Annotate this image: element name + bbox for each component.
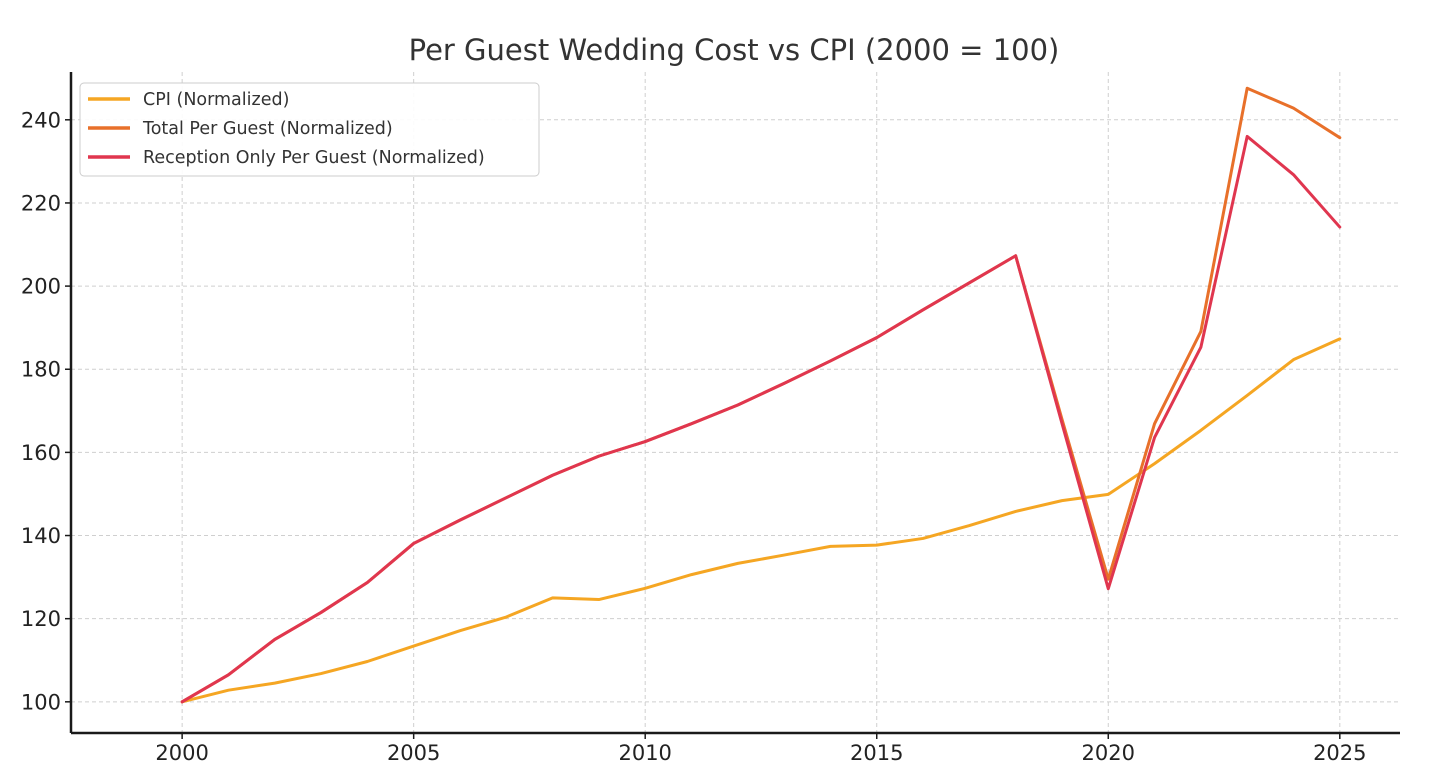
y-tick-label-220: 220: [21, 191, 61, 215]
series-line-cpi: [180, 337, 1342, 704]
chart-title: Per Guest Wedding Cost vs CPI (2000 = 10…: [409, 33, 1060, 67]
axes: [69, 72, 1400, 735]
x-tick-label-2015: 2015: [850, 741, 903, 765]
x-tick-label-2020: 2020: [1082, 741, 1135, 765]
y-tick-label-100: 100: [21, 690, 61, 714]
legend-label-cpi: CPI (Normalized): [143, 90, 289, 110]
x-tick-label-2005: 2005: [387, 741, 440, 765]
y-tick-label-140: 140: [21, 524, 61, 548]
y-tick-label-240: 240: [21, 108, 61, 132]
y-tick-label-120: 120: [21, 607, 61, 631]
y-tick-label-180: 180: [21, 358, 61, 382]
y-tick-label-160: 160: [21, 441, 61, 465]
series-line-reception-only-per-guest: [180, 134, 1342, 704]
y-tick-label-200: 200: [21, 275, 61, 299]
x-tick-label-2000: 2000: [155, 741, 208, 765]
x-tick-label-2010: 2010: [618, 741, 671, 765]
tick-labels: 2000 2005 2010 2015 2020 2025 100 120 140 160 180 2…: [21, 108, 1367, 765]
legend-box: [79, 82, 540, 177]
legend-label-reception-only: Reception Only Per Guest (Normalized): [143, 148, 485, 168]
legend-label-total-per-guest: Total Per Guest (Normalized): [142, 119, 393, 139]
series-group: [180, 86, 1342, 704]
x-tick-label-2025: 2025: [1313, 741, 1366, 765]
legend: CPI (Normalized) Total Per Guest (Normal…: [79, 82, 540, 177]
grid: [71, 72, 1400, 733]
